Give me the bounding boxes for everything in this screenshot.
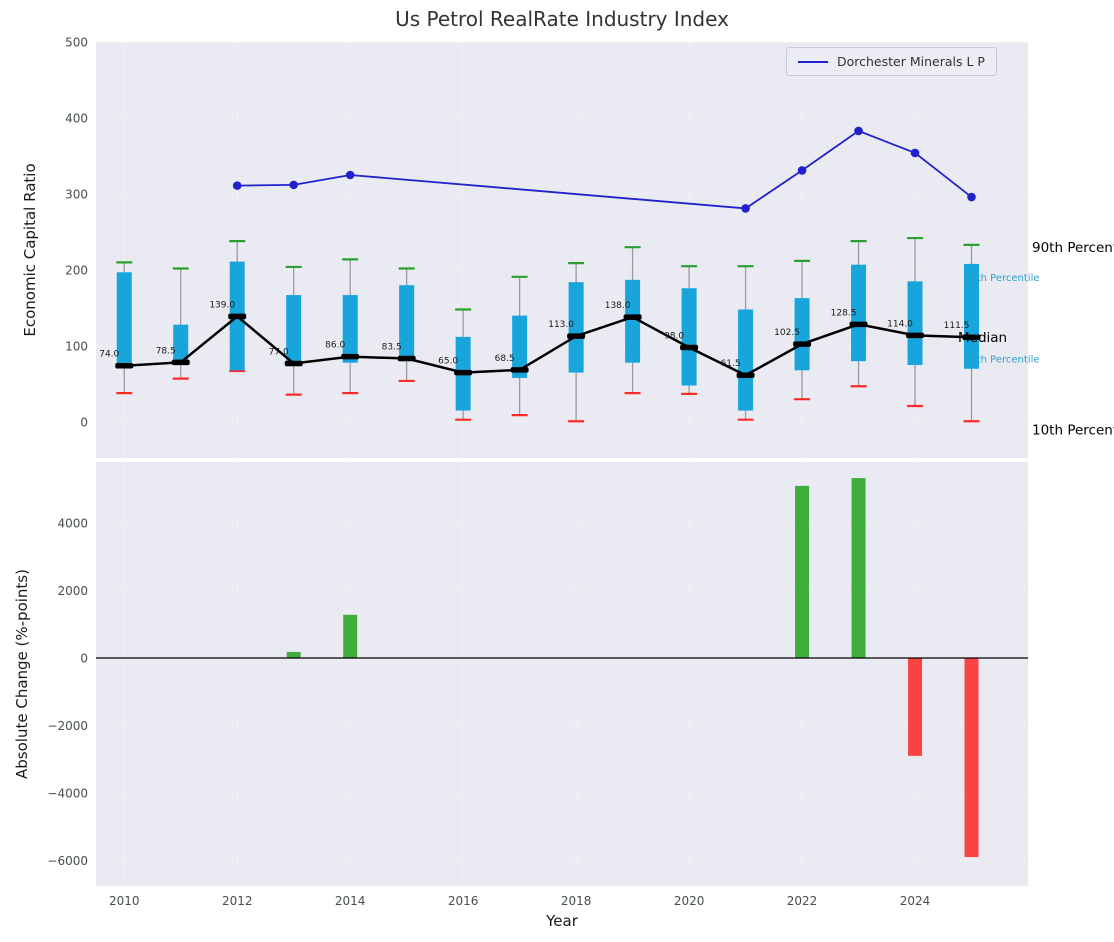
change-bar-2024 xyxy=(908,657,923,756)
change-bar-2013 xyxy=(286,651,301,658)
company-point-2023 xyxy=(854,126,863,136)
median-marker-2016 xyxy=(454,369,473,376)
company-point-2021 xyxy=(741,204,750,213)
percentile-box-2023 xyxy=(851,264,867,362)
percentile-box-2024 xyxy=(907,281,923,365)
median-marker-2025 xyxy=(962,334,981,340)
median-marker-2018 xyxy=(567,333,586,339)
x-axis-label: Year xyxy=(546,912,578,930)
median-label-2012: 139.0 xyxy=(209,300,235,310)
median-marker-2021 xyxy=(736,372,755,378)
ytick-top-400: 400 xyxy=(65,111,88,125)
percentile-box-2025 xyxy=(964,263,980,369)
percentile-box-2010 xyxy=(116,272,132,365)
median-marker-2022 xyxy=(793,341,812,347)
bottom-panel-bg xyxy=(96,462,1028,886)
legend: Dorchester Minerals L P xyxy=(786,47,997,76)
percentile-box-2018 xyxy=(568,282,584,373)
company-point-2014 xyxy=(345,170,355,180)
ytick-top-500: 500 xyxy=(65,36,88,50)
xtick-2022: 2022 xyxy=(787,894,818,908)
ytick-bottom-0: 0 xyxy=(80,651,88,665)
top-panel-bg xyxy=(96,42,1028,458)
percentile-box-2013 xyxy=(286,295,302,365)
ytick-top-200: 200 xyxy=(65,263,88,277)
company-point-2024 xyxy=(910,148,920,158)
percentile-box-2020 xyxy=(681,288,697,386)
ytick-bottom--6000: −6000 xyxy=(47,854,88,868)
median-marker-2024 xyxy=(906,332,925,339)
median-label-2013: 77.0 xyxy=(269,347,289,357)
median-label-2020: 98.0 xyxy=(664,332,684,342)
percentile-box-2022 xyxy=(794,298,810,371)
change-bar-2025 xyxy=(964,657,979,858)
xtick-2010: 2010 xyxy=(109,894,140,908)
median-marker-2014 xyxy=(341,353,360,360)
median-marker-2019 xyxy=(623,314,642,320)
median-label-2019: 138.0 xyxy=(605,301,631,311)
ytick-top-300: 300 xyxy=(65,187,88,201)
percentile-box-2011 xyxy=(173,324,189,363)
median-label-2018: 113.0 xyxy=(548,320,574,330)
chart-title: Us Petrol RealRate Industry Index xyxy=(395,7,729,31)
annotation-75th-percentile: 75th Percentile xyxy=(964,273,1040,284)
ytick-bottom-2000: 2000 xyxy=(57,584,88,598)
median-marker-2017 xyxy=(510,367,529,373)
percentile-box-2015 xyxy=(399,285,415,362)
median-line xyxy=(124,314,972,377)
median-marker-2015 xyxy=(397,355,416,362)
xtick-2014: 2014 xyxy=(335,894,366,908)
xtick-2024: 2024 xyxy=(900,894,931,908)
bottom-ylabel: Absolute Change (%-points) xyxy=(13,569,31,779)
median-label-2014: 86.0 xyxy=(325,341,345,351)
ytick-bottom--2000: −2000 xyxy=(47,719,88,733)
change-bar-2023 xyxy=(851,478,866,658)
legend-line-sample xyxy=(798,60,828,63)
annotation-median: Median xyxy=(958,330,1007,346)
median-marker-2023 xyxy=(849,321,868,328)
ytick-top-0: 0 xyxy=(80,415,88,429)
percentile-box-2019 xyxy=(625,279,641,363)
company-line xyxy=(237,129,973,210)
median-marker-2011 xyxy=(171,359,190,366)
median-label-2023: 128.5 xyxy=(831,308,857,318)
median-marker-2010 xyxy=(115,362,134,369)
median-marker-2020 xyxy=(680,344,699,351)
median-label-2015: 83.5 xyxy=(382,343,402,353)
change-bar-2014 xyxy=(343,614,358,658)
xtick-2012: 2012 xyxy=(222,894,253,908)
median-label-2017: 68.5 xyxy=(495,354,515,364)
xtick-2016: 2016 xyxy=(448,894,479,908)
median-label-2011: 78.5 xyxy=(156,346,176,356)
company-point-2022 xyxy=(797,166,807,175)
xtick-2020: 2020 xyxy=(674,894,705,908)
top-ylabel: Economic Capital Ratio xyxy=(21,163,39,337)
median-label-2010: 74.0 xyxy=(99,350,119,360)
median-label-2025: 111.5 xyxy=(944,321,970,331)
median-label-2024: 114.0 xyxy=(887,319,913,329)
ytick-bottom-4000: 4000 xyxy=(57,516,88,530)
annotation-25th-percentile: 25th Percentile xyxy=(964,354,1040,365)
company-point-2013 xyxy=(289,180,298,190)
legend-label: Dorchester Minerals L P xyxy=(837,54,985,69)
annotation-90th-percentile: 90th Percentile xyxy=(1032,240,1114,256)
median-label-2016: 65.0 xyxy=(438,357,458,367)
median-label-2021: 61.5 xyxy=(721,359,741,369)
median-label-2022: 102.5 xyxy=(774,328,800,338)
change-bar-2022 xyxy=(795,485,810,658)
median-marker-2013 xyxy=(284,360,303,367)
xtick-2018: 2018 xyxy=(561,894,592,908)
ytick-bottom--4000: −4000 xyxy=(47,786,88,800)
company-point-2025 xyxy=(967,192,976,202)
ytick-top-100: 100 xyxy=(65,339,88,353)
percentile-box-2021 xyxy=(738,309,754,411)
percentile-box-2014 xyxy=(342,295,358,363)
company-point-2012 xyxy=(232,181,242,190)
percentile-box-2017 xyxy=(512,315,528,378)
annotation-10th-percentile: 10th Percentile xyxy=(1032,423,1114,439)
median-marker-2012 xyxy=(228,313,247,320)
